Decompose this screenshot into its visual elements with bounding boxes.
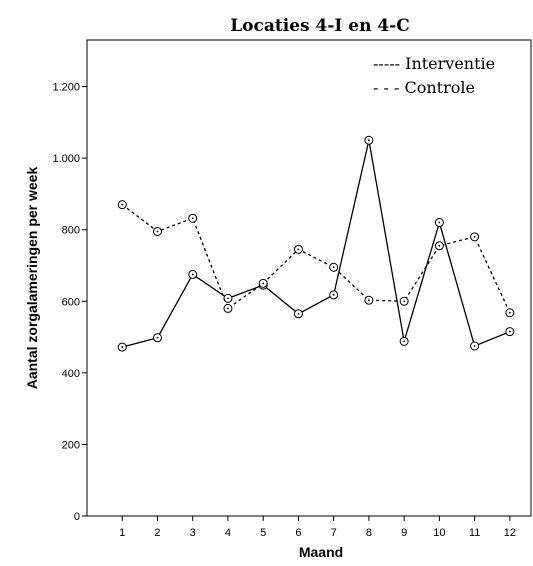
data-point-center-controle xyxy=(121,203,124,206)
data-point-center-interventie xyxy=(508,330,511,333)
y-tick-label: 1.200 xyxy=(52,82,80,94)
data-point-center-controle xyxy=(473,235,476,238)
y-tick-label: 600 xyxy=(62,296,80,308)
data-point-center-controle xyxy=(156,230,159,233)
x-tick-label: 11 xyxy=(469,527,480,539)
y-tick-label: 1.000 xyxy=(52,153,80,165)
data-point-center-controle xyxy=(227,307,229,310)
legend-entry-controle: - - - Controle xyxy=(373,78,475,97)
x-tick-label: 4 xyxy=(225,527,231,539)
data-point-center-controle xyxy=(332,266,335,269)
x-tick-label: 1 xyxy=(119,527,125,539)
x-tick-label: 6 xyxy=(295,527,301,539)
series-line-controle xyxy=(121,204,511,313)
data-point-center-controle xyxy=(508,311,511,314)
x-tick-label: 5 xyxy=(260,527,266,539)
data-point-center-controle xyxy=(403,300,406,303)
data-point-center-controle xyxy=(297,248,300,251)
plot-area-frame xyxy=(86,39,532,517)
x-tick-label: 8 xyxy=(366,527,372,539)
data-point-center-controle xyxy=(262,282,265,285)
y-axis-label: Aantal zorgalameringen per week xyxy=(24,167,40,390)
data-point-center-controle xyxy=(191,217,194,220)
x-tick-label: 3 xyxy=(190,527,196,539)
series-layer xyxy=(117,135,515,352)
data-point-center-controle xyxy=(438,244,441,247)
x-axis: 1 2 3 4 5 6 7 8 9 10 11 12 xyxy=(119,516,516,539)
y-axis: 0 200 400 600 800 1.000 1.200 xyxy=(52,82,87,523)
data-point-center-controle xyxy=(368,299,370,302)
series-line-interventie xyxy=(122,140,511,348)
data-point-center-interventie xyxy=(438,221,441,224)
data-point-center-interventie xyxy=(332,293,335,296)
y-tick-label: 400 xyxy=(62,368,80,380)
legend: ----- Interventie - - - Controle xyxy=(373,54,495,97)
y-tick-label: 200 xyxy=(62,439,80,451)
data-point-center-interventie xyxy=(368,139,370,142)
x-axis-label: Maand xyxy=(299,544,343,560)
data-point-center-interventie xyxy=(473,345,476,347)
data-point-center-interventie xyxy=(403,340,406,343)
x-tick-label: 10 xyxy=(433,527,445,539)
x-tick-label: 2 xyxy=(154,527,160,539)
data-point-center-interventie xyxy=(121,346,124,348)
x-tick-label: 7 xyxy=(331,527,337,539)
data-point-center-interventie xyxy=(297,312,300,315)
x-tick-label: 12 xyxy=(504,527,516,539)
data-point-center-interventie xyxy=(227,297,229,300)
x-tick-label: 9 xyxy=(401,527,407,539)
legend-entry-interventie: ----- Interventie xyxy=(373,54,495,73)
data-point-center-interventie xyxy=(156,336,159,339)
y-tick-label: 800 xyxy=(62,225,80,237)
chart-title: Locaties 4-I en 4-C xyxy=(230,16,410,36)
data-point-center-interventie xyxy=(191,273,194,276)
y-tick-label: 0 xyxy=(74,511,80,523)
